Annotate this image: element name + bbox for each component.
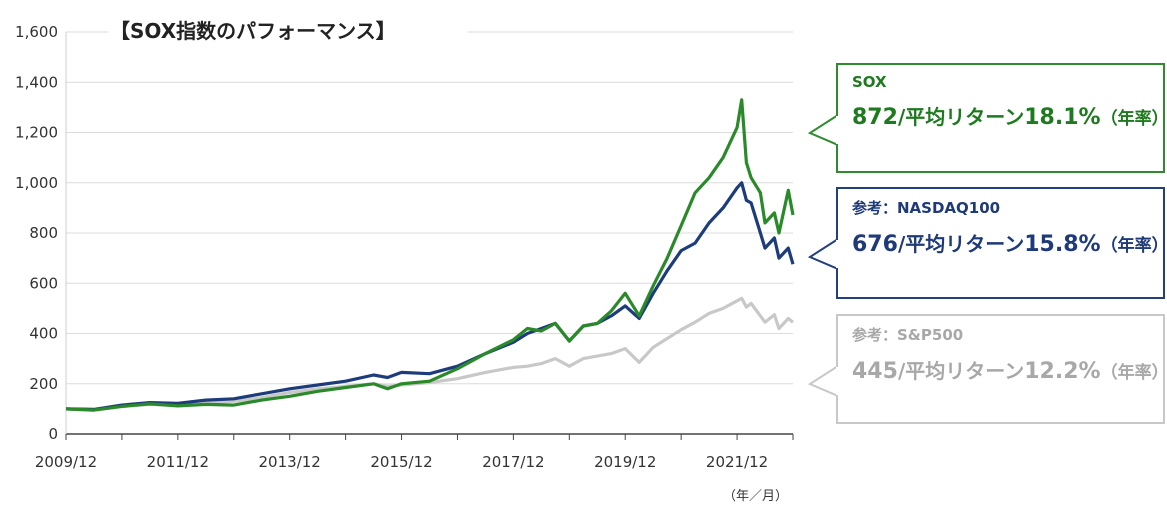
y-tick-label: 1,400 bbox=[15, 73, 58, 91]
y-tick-label: 400 bbox=[29, 325, 58, 343]
y-tick-label: 600 bbox=[29, 274, 58, 292]
x-axis-unit-label: （年／月） bbox=[723, 489, 788, 504]
callout-series-name: 参考：NASDAQ100 bbox=[852, 199, 1001, 217]
callout-suffix: （年率） bbox=[1100, 236, 1167, 256]
callout-rate: 18.1% bbox=[1024, 105, 1101, 130]
series-lines bbox=[65, 98, 795, 412]
callout-rate: 12.2% bbox=[1024, 359, 1101, 384]
callout-sp500: 参考：S&P500 445/平均リターン12.2%（年率） bbox=[808, 314, 1167, 424]
x-axis: 2009/12 2011/12 2013/12 2015/12 2017/12 2019/… bbox=[35, 434, 794, 471]
x-tick-label: 2019/12 bbox=[594, 453, 656, 471]
x-tick-label: 2013/12 bbox=[259, 453, 321, 471]
x-tick-label: 2021/12 bbox=[706, 453, 768, 471]
sp500-line bbox=[65, 296, 795, 412]
callout-suffix: （年率） bbox=[1100, 109, 1167, 129]
y-axis: 0 200 400 600 800 1,000 1,200 1,400 1,600 bbox=[15, 23, 67, 443]
callout-value: 676 bbox=[852, 232, 898, 257]
x-tick-label: 2011/12 bbox=[147, 453, 209, 471]
callout-value: 445 bbox=[852, 359, 898, 384]
callout-value-line: 676/平均リターン15.8%（年率） bbox=[852, 228, 1167, 257]
callout-suffix: （年率） bbox=[1100, 363, 1167, 383]
callout-pointer bbox=[808, 239, 838, 269]
chart-title: 【SOX指数のパフォーマンス】 bbox=[110, 19, 396, 43]
y-tick-label: 800 bbox=[29, 224, 58, 242]
sox-line bbox=[65, 98, 795, 412]
x-tick-label: 2009/12 bbox=[35, 453, 97, 471]
callout-series-name: 参考：S&P500 bbox=[852, 326, 964, 344]
y-tick-label: 1,200 bbox=[15, 124, 58, 142]
callout-return-label: /平均リターン bbox=[897, 105, 1025, 129]
callout-rate: 15.8% bbox=[1024, 232, 1101, 257]
callout-value-line: 872/平均リターン18.1%（年率） bbox=[852, 101, 1167, 130]
callout-value-line: 445/平均リターン12.2%（年率） bbox=[852, 355, 1167, 384]
callout-series-name: SOX bbox=[852, 73, 887, 91]
x-tick-label: 2015/12 bbox=[370, 453, 432, 471]
x-tick-label: 2017/12 bbox=[482, 453, 544, 471]
callout-return-label: /平均リターン bbox=[897, 232, 1025, 256]
callout-nasdaq100: 参考：NASDAQ100 676/平均リターン15.8%（年率） bbox=[808, 187, 1167, 299]
y-tick-label: 0 bbox=[48, 425, 58, 443]
callout-sox: SOX 872/平均リターン18.1%（年率） bbox=[808, 63, 1167, 173]
title-background bbox=[108, 14, 468, 48]
y-tick-label: 1,600 bbox=[15, 23, 58, 41]
callout-value: 872 bbox=[852, 105, 898, 130]
y-tick-label: 200 bbox=[29, 375, 58, 393]
y-tick-label: 1,000 bbox=[15, 174, 58, 192]
callout-return-label: /平均リターン bbox=[897, 359, 1025, 383]
callout-pointer bbox=[808, 366, 838, 396]
callout-pointer bbox=[808, 115, 838, 145]
